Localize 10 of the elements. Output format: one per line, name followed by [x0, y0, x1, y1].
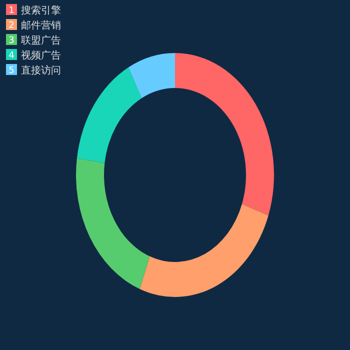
text: 4 — [8, 51, 15, 61]
text: 2 — [8, 21, 14, 31]
legend-label: 直接访问 — [21, 64, 61, 76]
legend-label: 联盟广告 — [21, 34, 61, 46]
legend-label: 搜索引擎 — [21, 4, 61, 16]
legend-label: 邮件营销 — [21, 20, 61, 32]
text: 1 — [8, 6, 14, 16]
text: 5 — [8, 66, 14, 76]
text: 3 — [8, 36, 14, 46]
legend-label: 视频广告 — [21, 50, 61, 62]
